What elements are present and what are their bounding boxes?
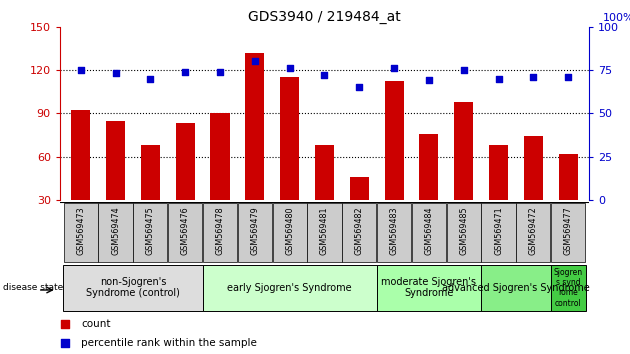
Bar: [350, 177, 369, 244]
Text: GSM569483: GSM569483: [389, 207, 399, 255]
Point: [215, 69, 225, 74]
Bar: [106, 120, 125, 244]
Point: [146, 76, 156, 81]
Text: GSM569476: GSM569476: [181, 207, 190, 255]
FancyBboxPatch shape: [377, 203, 411, 263]
FancyBboxPatch shape: [481, 265, 551, 310]
Point: [110, 70, 120, 76]
Point: [389, 65, 399, 71]
Text: GSM569480: GSM569480: [285, 207, 294, 255]
Bar: [210, 113, 229, 244]
Text: moderate Sjogren's
Syndrome: moderate Sjogren's Syndrome: [381, 277, 476, 298]
FancyBboxPatch shape: [134, 203, 168, 263]
Text: percentile rank within the sample: percentile rank within the sample: [81, 338, 257, 348]
Text: GSM569472: GSM569472: [529, 207, 538, 256]
Point: [459, 67, 469, 73]
FancyBboxPatch shape: [377, 265, 481, 310]
Point: [493, 76, 503, 81]
FancyBboxPatch shape: [64, 265, 203, 310]
Bar: [454, 102, 473, 244]
FancyBboxPatch shape: [551, 203, 585, 263]
Bar: [315, 145, 334, 244]
FancyBboxPatch shape: [551, 265, 585, 310]
Text: disease state: disease state: [3, 283, 64, 292]
Point: [354, 84, 364, 90]
FancyBboxPatch shape: [517, 203, 551, 263]
Bar: [384, 81, 404, 244]
FancyBboxPatch shape: [273, 203, 307, 263]
Text: GSM569478: GSM569478: [215, 207, 224, 255]
FancyBboxPatch shape: [203, 203, 237, 263]
Text: advanced Sjogren's Syndrome: advanced Sjogren's Syndrome: [442, 282, 590, 293]
Bar: [140, 145, 160, 244]
Bar: [71, 110, 90, 244]
FancyBboxPatch shape: [203, 265, 377, 310]
Point: [319, 72, 329, 78]
Point: [424, 78, 434, 83]
Bar: [420, 133, 438, 244]
FancyBboxPatch shape: [342, 203, 376, 263]
Bar: [245, 53, 265, 244]
Text: GSM569482: GSM569482: [355, 207, 364, 255]
Text: GSM569474: GSM569474: [111, 207, 120, 255]
Text: GSM569471: GSM569471: [494, 207, 503, 255]
Text: GSM569479: GSM569479: [250, 207, 260, 256]
Bar: [280, 77, 299, 244]
FancyBboxPatch shape: [98, 203, 133, 263]
Bar: [559, 154, 578, 244]
Point: [60, 321, 70, 327]
Point: [249, 58, 260, 64]
Point: [285, 65, 295, 71]
Text: non-Sjogren's
Syndrome (control): non-Sjogren's Syndrome (control): [86, 277, 180, 298]
FancyBboxPatch shape: [307, 203, 341, 263]
Title: GDS3940 / 219484_at: GDS3940 / 219484_at: [248, 10, 401, 24]
Text: GSM569477: GSM569477: [564, 207, 573, 256]
Point: [563, 74, 573, 80]
Bar: [176, 124, 195, 244]
Bar: [524, 136, 543, 244]
FancyBboxPatch shape: [64, 203, 98, 263]
Point: [180, 69, 190, 74]
Text: Sjogren
s synd
rome
control: Sjogren s synd rome control: [554, 268, 583, 308]
Text: GSM569475: GSM569475: [146, 207, 155, 256]
Text: GSM569485: GSM569485: [459, 207, 468, 255]
Text: GSM569481: GSM569481: [320, 207, 329, 255]
Point: [529, 74, 539, 80]
Point: [60, 341, 70, 346]
Bar: [489, 145, 508, 244]
Text: count: count: [81, 319, 110, 329]
FancyBboxPatch shape: [412, 203, 446, 263]
FancyBboxPatch shape: [481, 203, 515, 263]
Y-axis label: 100%: 100%: [602, 13, 630, 23]
FancyBboxPatch shape: [447, 203, 481, 263]
FancyBboxPatch shape: [238, 203, 272, 263]
FancyBboxPatch shape: [168, 203, 202, 263]
Point: [76, 67, 86, 73]
Text: GSM569473: GSM569473: [76, 207, 85, 255]
Text: GSM569484: GSM569484: [425, 207, 433, 255]
Text: early Sjogren's Syndrome: early Sjogren's Syndrome: [227, 282, 352, 293]
